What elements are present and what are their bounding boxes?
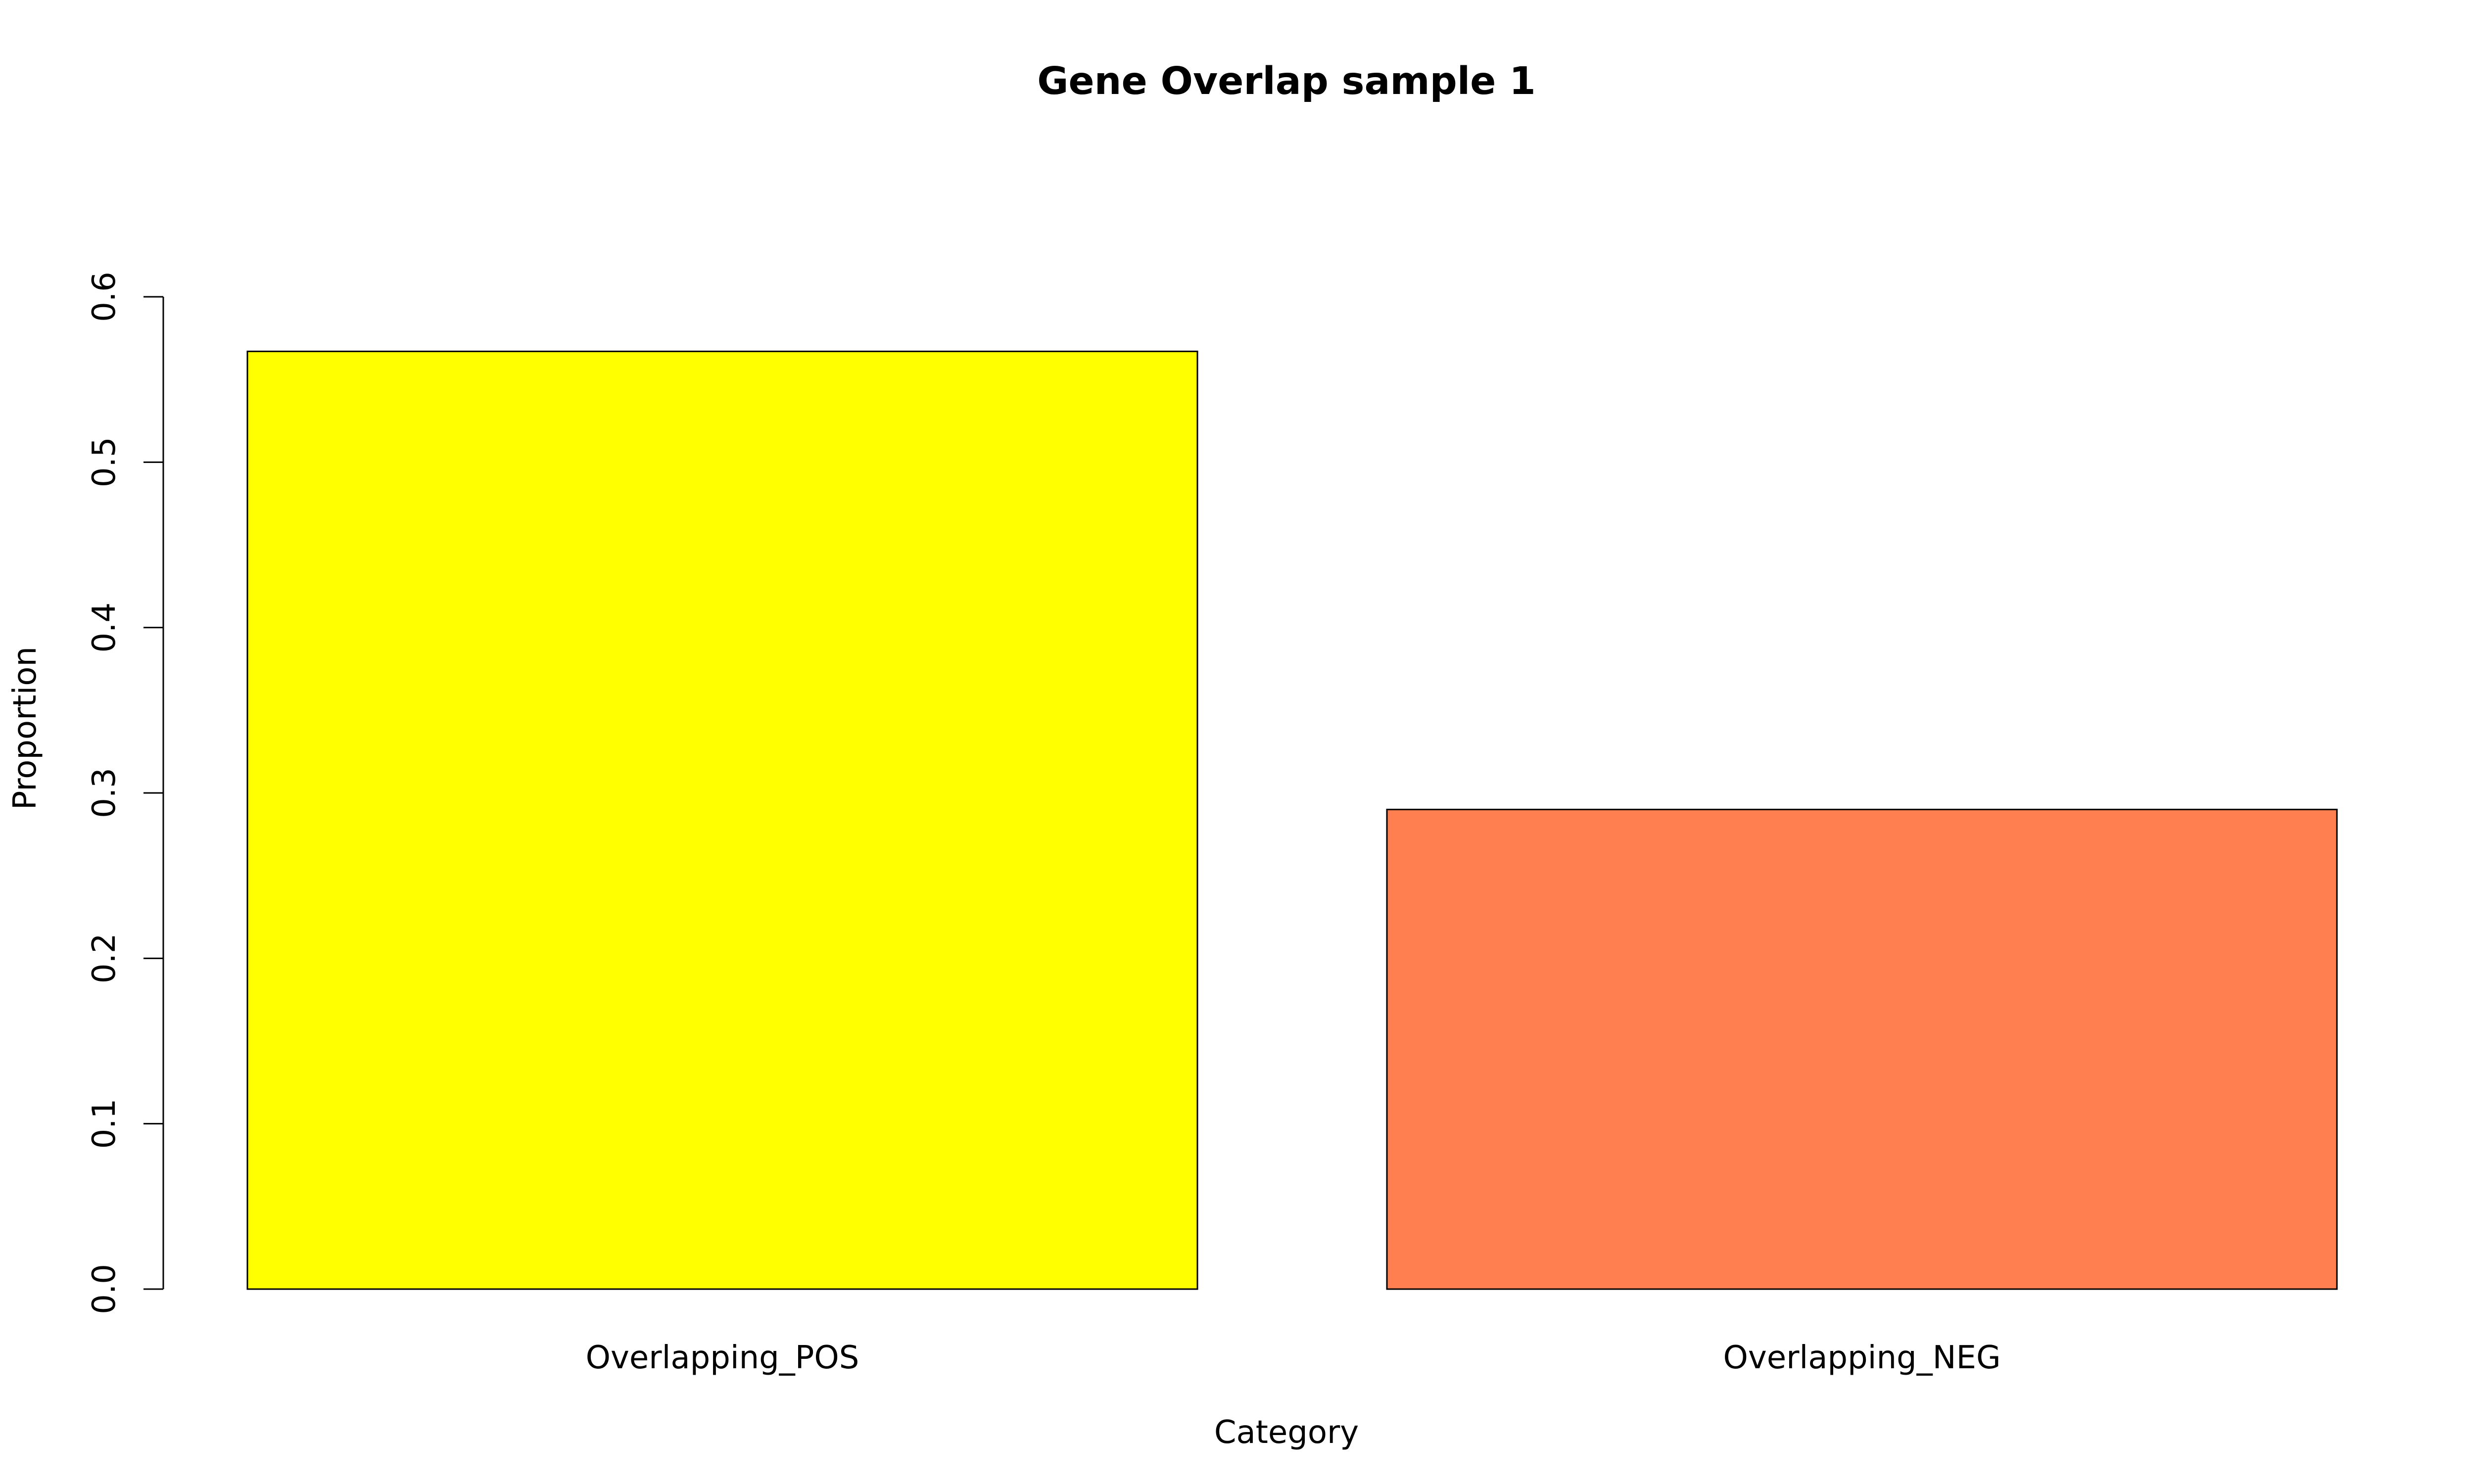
y-axis: 0.0 0.1 0.2 0.3 0.4 0.5 0.6 <box>86 272 164 1314</box>
x-tick-label: Overlapping_NEG <box>1723 1340 2000 1376</box>
bar-overlapping-pos <box>246 350 1198 1290</box>
y-axis-label: Proportion <box>7 647 44 810</box>
y-tick-label: 0.0 <box>86 1264 123 1314</box>
y-tick-label: 0.1 <box>86 1099 123 1149</box>
y-ticks: 0.0 0.1 0.2 0.3 0.4 0.5 0.6 <box>86 272 163 1314</box>
bar-overlapping-neg <box>1386 808 2338 1290</box>
y-tick-label: 0.3 <box>86 768 123 818</box>
y-tick-label: 0.4 <box>86 603 123 653</box>
x-tick-labels: Overlapping_POS Overlapping_NEG <box>586 1340 2001 1376</box>
y-tick-label: 0.2 <box>86 933 123 983</box>
y-tick-label: 0.6 <box>86 272 123 322</box>
x-axis-label: Category <box>1214 1414 1359 1451</box>
y-tick-label: 0.5 <box>86 437 123 487</box>
chart-title: Gene Overlap sample 1 <box>1037 59 1536 103</box>
bars <box>246 350 2338 1290</box>
x-tick-label: Overlapping_POS <box>586 1340 859 1376</box>
